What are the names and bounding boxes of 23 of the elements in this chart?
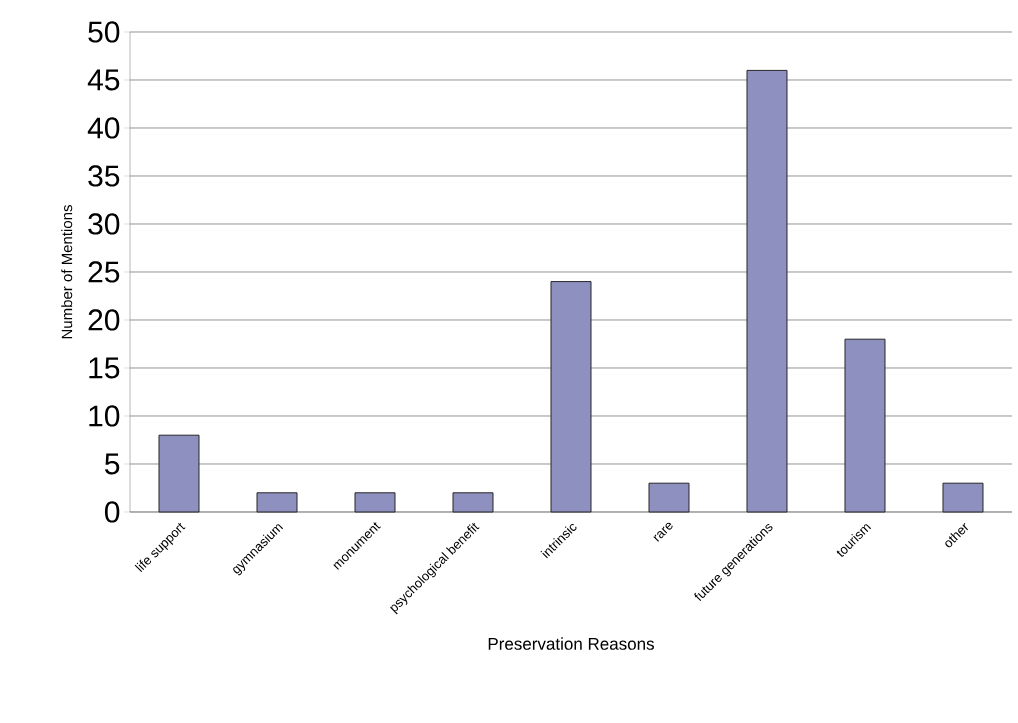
bar	[158, 434, 200, 513]
bar	[844, 338, 886, 513]
y-tick-label: 5	[105, 453, 120, 475]
bar	[452, 492, 494, 513]
y-tick-label: 45	[87, 69, 120, 91]
y-tick-label: 15	[89, 357, 120, 379]
y-tick-label: 20	[88, 309, 120, 331]
y-tick-label: 25	[88, 261, 120, 283]
bar	[942, 482, 984, 513]
bar	[648, 482, 690, 513]
bar	[746, 69, 788, 513]
y-tick-label: 40	[87, 117, 120, 139]
y-tick-label: 0	[104, 501, 120, 523]
y-axis-title: Number of Mentions	[61, 205, 73, 339]
y-tick-label: 35	[88, 165, 120, 187]
bar	[256, 492, 298, 513]
bar	[354, 492, 396, 513]
y-tick-label: 30	[88, 213, 120, 235]
x-axis-title: Preservation Reasons	[488, 637, 654, 650]
y-tick-label: 50	[88, 21, 120, 43]
x-tick-label: rare	[653, 522, 673, 542]
bar	[550, 281, 592, 513]
y-tick-label: 10	[89, 405, 120, 427]
